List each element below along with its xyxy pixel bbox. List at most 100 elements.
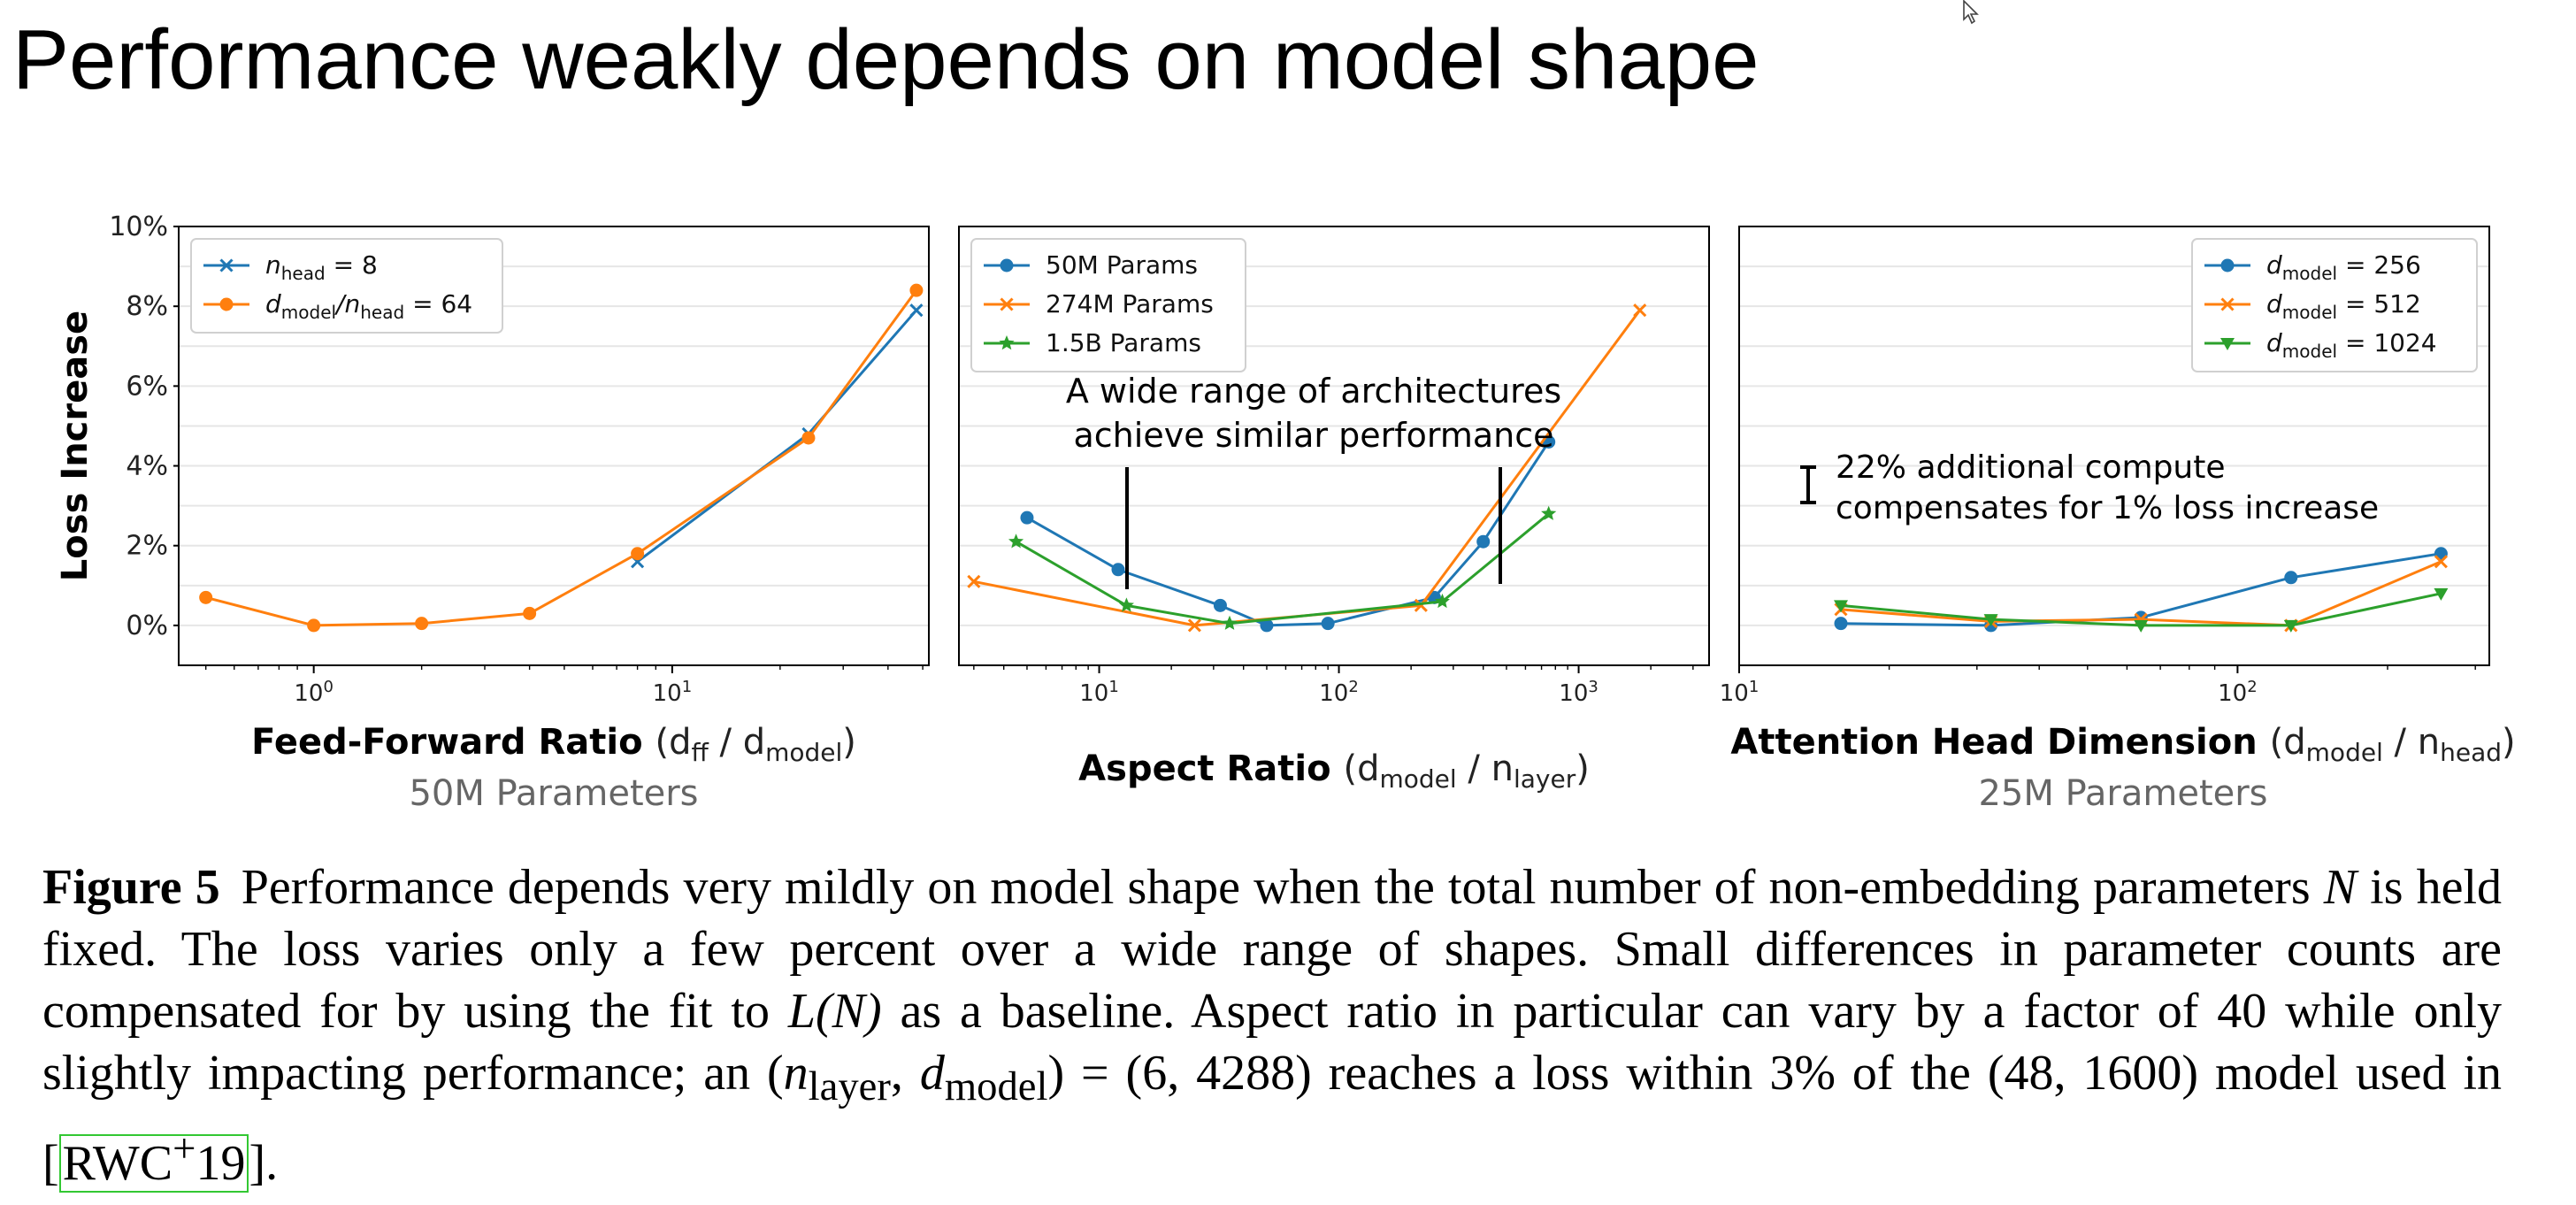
legend-marker <box>219 297 234 311</box>
legend-marker <box>1000 297 1014 311</box>
x-tick-label: 102 <box>2218 678 2258 707</box>
caption-text-3: as a baseline. Aspect ratio in particula… <box>42 984 2503 1101</box>
x-axis-label: Attention Head Dimension (dmodel / nhead… <box>1730 722 2515 767</box>
data-point <box>2284 571 2298 585</box>
data-point <box>307 618 321 633</box>
data-point <box>1222 615 1238 630</box>
data-point <box>2434 555 2448 569</box>
legend: dmodel = 256 dmodel = 512 dmodel = 1024 <box>2191 238 2478 372</box>
annotation-text: A wide range of architectures achieve sim… <box>1066 372 1561 455</box>
legend-label: dmodel = 1024 <box>2266 328 2437 362</box>
plot-frame <box>958 226 1710 666</box>
data-point <box>2134 619 2149 633</box>
caption-math-d: d <box>919 1046 945 1101</box>
caption-end: ]. <box>249 1135 279 1191</box>
chart-aspect-ratio: 101 102 103 50M Params 274M Params 1.5B Param… <box>958 226 1710 794</box>
y-tick-label: 2% <box>126 531 168 562</box>
legend-label: nhead = 8 <box>265 250 378 284</box>
caption-math-LN: L(N) <box>787 984 882 1039</box>
chart-attention-head-dimension: 101 102 dmodel = 256 dmodel = 512 dmodel = 1… <box>1720 226 2516 814</box>
data-point <box>801 431 816 445</box>
legend-marker <box>999 335 1015 350</box>
data-point <box>1008 533 1024 549</box>
data-point <box>1834 617 1848 631</box>
caption-math-n: n <box>783 1046 809 1101</box>
legend-marker <box>2220 338 2235 350</box>
legend-marker <box>219 258 234 272</box>
plot-frame <box>1738 226 2490 666</box>
citation-link[interactable]: RWC+19 <box>58 1125 249 1193</box>
caption-math-d-sub: model <box>944 1063 1048 1110</box>
x-tick-label: 101 <box>653 678 693 707</box>
data-point <box>1983 614 1998 627</box>
x-axis-label: Aspect Ratio (dmodel / nlayer) <box>1078 748 1590 794</box>
x-tick-label: 103 <box>1559 678 1598 707</box>
caption-text-1: Performance depends very mildly on model… <box>241 860 2324 915</box>
mouse-pointer-icon <box>1963 0 1979 25</box>
data-point <box>2434 587 2449 601</box>
legend-marker <box>2220 297 2235 311</box>
caption-text-2: is held fixed. The loss varies only a fe… <box>42 860 2503 1039</box>
y-tick-label: 10% <box>109 211 168 242</box>
data-point <box>1321 617 1335 631</box>
legend-label: 50M Params <box>1046 250 1198 280</box>
data-point <box>1541 505 1557 520</box>
data-point <box>1476 534 1491 549</box>
caption-math-N: N <box>2323 860 2358 915</box>
data-point <box>523 606 537 620</box>
data-point <box>1187 618 1201 633</box>
legend: 50M Params 274M Params 1.5B Params <box>970 238 1246 372</box>
data-point <box>1118 597 1134 612</box>
caption-comma: , <box>890 1046 920 1101</box>
data-point <box>909 283 924 297</box>
plot-frame <box>178 226 930 666</box>
y-axis-label: Loss Increase <box>55 311 96 581</box>
legend-label: 1.5B Params <box>1046 328 1201 357</box>
y-tick-label: 8% <box>126 291 168 322</box>
legend-label: dmodel = 512 <box>2266 289 2421 323</box>
x-tick-label: 102 <box>1319 678 1359 707</box>
data-point <box>2283 619 2298 633</box>
x-tick-label: 100 <box>294 678 334 707</box>
series-line-0 <box>1026 441 1550 627</box>
data-point <box>1111 563 1125 577</box>
data-point <box>1834 600 1849 613</box>
data-point <box>415 617 429 631</box>
charts-figure: 0% 2% 4% 6% 8% 10% Loss Increase 100 101 nhead = … <box>55 211 2516 814</box>
y-tick-label: 0% <box>126 610 168 641</box>
figure-label: Figure 5 <box>42 860 220 915</box>
data-point <box>1213 598 1227 612</box>
legend-marker <box>1000 258 1014 272</box>
data-point <box>1260 618 1274 633</box>
data-point <box>1414 598 1428 612</box>
figure-caption: Figure 5 Performance depends very mildly … <box>42 860 2503 1193</box>
legend: nhead = 8 dmodel/nhead = 64 <box>190 238 503 334</box>
data-point <box>1434 593 1450 609</box>
chart-subtitle: 50M Parameters <box>409 773 698 814</box>
data-point <box>909 303 924 318</box>
slide-title: Performance weakly depends on model shap… <box>12 12 1760 107</box>
legend-label: dmodel/nhead = 64 <box>265 289 472 323</box>
legend-marker <box>2220 258 2235 272</box>
legend-label: dmodel = 256 <box>2266 250 2421 284</box>
annotation-text: 22% additional compute compensates for 1%… <box>1836 449 2379 526</box>
caption-math-n-sub: layer <box>808 1063 891 1110</box>
legend-box <box>970 238 1246 372</box>
data-point <box>631 547 645 561</box>
legend-label: 274M Params <box>1046 289 1214 319</box>
x-axis-label: Feed-Forward Ratio (dff / dmodel) <box>251 722 856 767</box>
caption-text-4: ) = (6, 4288) reaches a loss within 3% o… <box>1047 1046 2503 1101</box>
error-bar-icon <box>1800 465 1816 504</box>
y-tick-label: 6% <box>126 371 168 402</box>
y-tick-label: 4% <box>126 451 168 482</box>
data-point <box>1020 510 1034 525</box>
x-tick-label: 101 <box>1720 678 1760 707</box>
chart-subtitle: 25M Parameters <box>1978 773 2267 814</box>
legend-box <box>2191 238 2478 372</box>
data-point <box>199 590 213 604</box>
data-point <box>1633 303 1647 318</box>
legend-box <box>190 238 503 334</box>
chart-feed-forward-ratio: 0% 2% 4% 6% 8% 10% Loss Increase 100 101 nhead = … <box>55 211 930 814</box>
x-tick-label: 101 <box>1079 678 1119 707</box>
data-point <box>967 574 981 588</box>
